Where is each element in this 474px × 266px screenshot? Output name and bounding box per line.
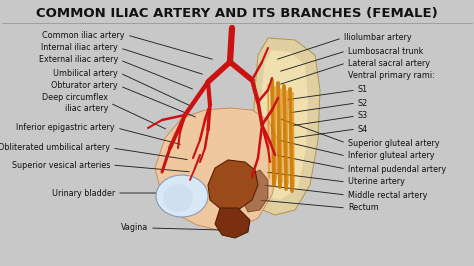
Ellipse shape: [156, 175, 208, 217]
Text: Uterine artery: Uterine artery: [348, 177, 405, 186]
Text: Superior gluteal artery: Superior gluteal artery: [348, 139, 439, 148]
Text: Internal pudendal artery: Internal pudendal artery: [348, 164, 446, 173]
Text: Inferior epigastric artery: Inferior epigastric artery: [17, 123, 115, 132]
Text: Rectum: Rectum: [348, 203, 379, 213]
Ellipse shape: [163, 184, 193, 212]
Text: Ventral primary rami:: Ventral primary rami:: [348, 72, 435, 81]
Text: Superior vesical arteries: Superior vesical arteries: [12, 160, 110, 169]
Text: Iliolumbar artery: Iliolumbar artery: [344, 34, 411, 43]
Text: Vagina: Vagina: [121, 223, 148, 232]
Text: S3: S3: [358, 111, 368, 120]
Text: Deep circumflex
iliac artery: Deep circumflex iliac artery: [42, 93, 108, 113]
Text: Umbilical artery: Umbilical artery: [53, 69, 118, 77]
Text: S4: S4: [358, 124, 368, 134]
Text: Middle rectal artery: Middle rectal artery: [348, 190, 428, 200]
Text: Common iliac artery: Common iliac artery: [43, 31, 125, 39]
Text: Inferior gluteal artery: Inferior gluteal artery: [348, 152, 435, 160]
Text: Obliterated umbilical artery: Obliterated umbilical artery: [0, 143, 110, 152]
Text: Lumbosacral trunk: Lumbosacral trunk: [348, 47, 423, 56]
Polygon shape: [215, 208, 250, 238]
Text: Obturator artery: Obturator artery: [51, 81, 118, 90]
Polygon shape: [242, 170, 268, 212]
Text: S2: S2: [358, 98, 368, 107]
Text: COMMON ILIAC ARTERY AND ITS BRANCHES (FEMALE): COMMON ILIAC ARTERY AND ITS BRANCHES (FE…: [36, 6, 438, 19]
Polygon shape: [208, 160, 258, 210]
Polygon shape: [250, 38, 320, 215]
Text: S1: S1: [358, 85, 368, 94]
Polygon shape: [258, 50, 308, 200]
Text: Internal iliac artery: Internal iliac artery: [41, 44, 118, 52]
Text: Urinary bladder: Urinary bladder: [52, 189, 115, 197]
Text: Lateral sacral artery: Lateral sacral artery: [348, 59, 430, 68]
Text: External iliac artery: External iliac artery: [39, 56, 118, 64]
Polygon shape: [155, 108, 278, 230]
